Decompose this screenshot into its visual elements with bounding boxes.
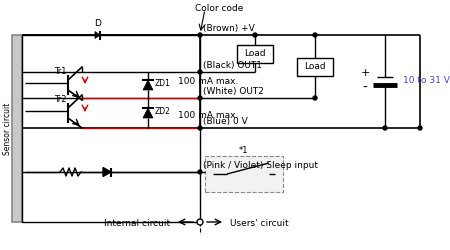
Text: ZD1: ZD1 [155, 78, 171, 88]
Text: 100 mA max.: 100 mA max. [178, 110, 239, 120]
Circle shape [198, 70, 202, 74]
Text: ZD2: ZD2 [155, 106, 171, 116]
Text: Load: Load [304, 62, 326, 71]
Text: Sensor circuit: Sensor circuit [4, 102, 13, 155]
Text: Users' circuit: Users' circuit [230, 220, 288, 228]
Circle shape [253, 33, 257, 37]
Bar [12, 35, 22, 222]
Polygon shape [95, 32, 100, 38]
Bar [22, 35, 200, 222]
Text: 100 mA max.: 100 mA max. [178, 78, 239, 86]
Polygon shape [143, 80, 153, 90]
Text: 10 to 31 V DC: 10 to 31 V DC [403, 76, 450, 85]
Circle shape [197, 219, 203, 225]
Polygon shape [143, 108, 153, 118]
Bar [205, 156, 283, 192]
Text: Tr2: Tr2 [54, 94, 67, 104]
Text: (Black) OUT1: (Black) OUT1 [203, 61, 262, 70]
Text: *1: *1 [239, 146, 248, 155]
Circle shape [198, 170, 202, 174]
Bar [297, 58, 333, 76]
Circle shape [198, 33, 202, 37]
Circle shape [198, 96, 202, 100]
Text: D: D [94, 19, 101, 28]
Polygon shape [103, 168, 111, 176]
Bar [237, 44, 273, 62]
Circle shape [313, 96, 317, 100]
Text: (Pink / Violet) Sleep input: (Pink / Violet) Sleep input [203, 161, 318, 170]
Circle shape [313, 33, 317, 37]
Text: (White) OUT2: (White) OUT2 [203, 87, 264, 96]
Text: Tr1: Tr1 [54, 66, 67, 76]
Text: Internal circuit: Internal circuit [104, 220, 170, 228]
Circle shape [198, 126, 202, 130]
Text: (Blue) 0 V: (Blue) 0 V [203, 117, 248, 126]
Text: +: + [360, 68, 370, 78]
Circle shape [418, 126, 422, 130]
Text: -: - [363, 80, 368, 94]
Text: Load: Load [244, 49, 266, 58]
Text: (Brown) +V: (Brown) +V [203, 24, 255, 33]
Text: Color code: Color code [195, 4, 243, 13]
Circle shape [383, 126, 387, 130]
